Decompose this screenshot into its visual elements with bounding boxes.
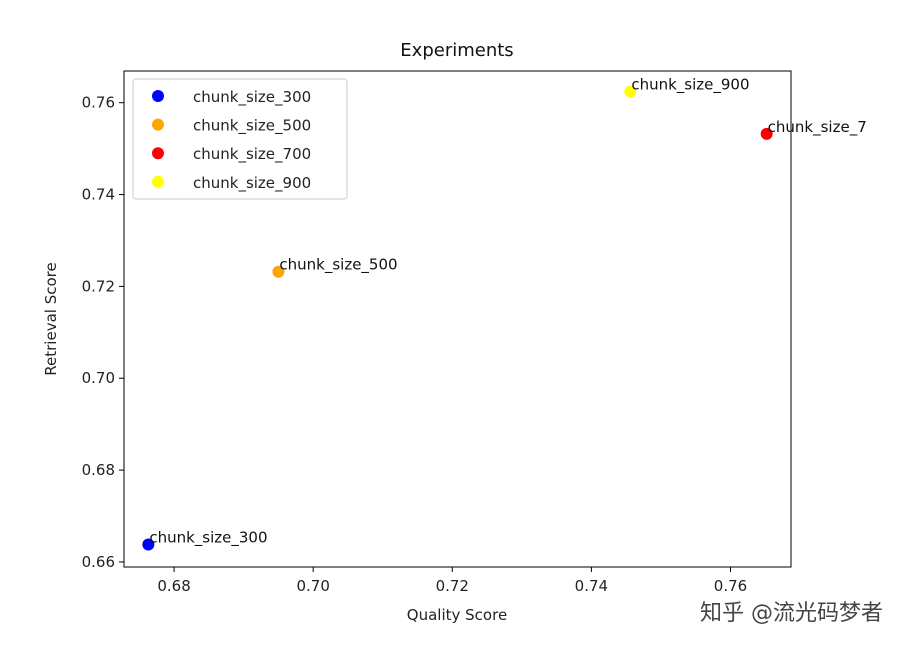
y-tick-label: 0.76 <box>82 94 115 112</box>
x-tick-label: 0.68 <box>157 577 190 595</box>
scatter-point-chunk_size_900 <box>624 85 637 98</box>
x-tick-label: 0.74 <box>575 577 608 595</box>
legend: chunk_size_300 chunk_size_500 chunk_size_7… <box>132 78 348 200</box>
y-tick-label: 0.68 <box>82 461 115 479</box>
x-tick-label: 0.70 <box>296 577 329 595</box>
legend-marker-chunk_size_300 <box>152 90 164 102</box>
legend-box <box>132 78 348 200</box>
point-annotation-chunk_size_500: chunk_size_500 <box>279 256 397 275</box>
scatter-point-chunk_size_700 <box>760 127 773 140</box>
point-annotation-chunk_size_700: chunk_size_7 <box>768 118 867 137</box>
scatter-point-chunk_size_300 <box>142 538 155 551</box>
scatter-point-chunk_size_500 <box>272 265 285 278</box>
y-tick-label: 0.72 <box>82 277 115 295</box>
plot-frame <box>123 70 792 568</box>
scatter-points <box>142 85 773 551</box>
point-annotations: chunk_size_300 chunk_size_500 chunk_size_7… <box>149 76 866 548</box>
legend-marker-chunk_size_500 <box>152 118 164 131</box>
x-tick-label: 0.76 <box>714 577 747 595</box>
y-tick-label: 0.70 <box>82 369 115 387</box>
y-axis-label: Retrieval Score <box>42 262 60 375</box>
legend-marker-chunk_size_900 <box>152 175 164 188</box>
legend-label-chunk_size_300: chunk_size_300 <box>193 88 311 107</box>
point-annotation-chunk_size_900: chunk_size_900 <box>631 76 749 95</box>
y-tick-label: 0.74 <box>82 186 115 204</box>
x-tick-label: 0.72 <box>436 577 469 595</box>
legend-label-chunk_size_500: chunk_size_500 <box>193 117 311 136</box>
legend-label-chunk_size_700: chunk_size_700 <box>193 145 311 164</box>
y-tick-label: 0.66 <box>82 553 115 571</box>
legend-marker-chunk_size_700 <box>152 147 164 160</box>
watermark: 知乎 @流光码梦者 <box>700 601 883 626</box>
x-axis-label: Quality Score <box>407 606 507 624</box>
chart-title: Experiments <box>400 40 513 61</box>
point-annotation-chunk_size_300: chunk_size_300 <box>149 528 267 547</box>
legend-label-chunk_size_900: chunk_size_900 <box>193 174 311 193</box>
y-axis-ticks: 0.66 0.68 0.70 0.72 0.74 0.76 <box>82 94 124 571</box>
x-axis-ticks: 0.68 0.70 0.72 0.74 0.76 <box>157 567 747 595</box>
